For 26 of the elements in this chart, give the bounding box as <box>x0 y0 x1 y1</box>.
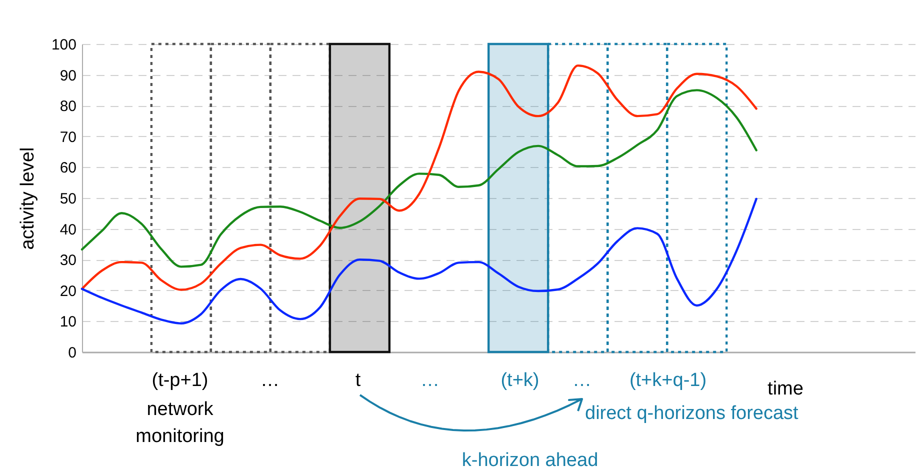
text: network monitoring <box>136 399 224 447</box>
text: … <box>420 370 440 391</box>
y-tick-label: 0 <box>68 344 76 362</box>
x-axis-title: time <box>768 378 804 400</box>
line-series <box>80 64 758 291</box>
y-tick-label: 100 <box>51 36 76 54</box>
text: (t+k+q-1) <box>629 370 707 391</box>
text: k-horizon ahead <box>462 450 598 471</box>
y-tick-label: 10 <box>60 314 76 331</box>
y-tick-label: 30 <box>60 252 76 270</box>
text: direct q-horizons forecast <box>585 403 800 424</box>
y-tick-label: 70 <box>60 128 76 146</box>
line-series <box>80 198 758 324</box>
line-series <box>80 89 758 268</box>
y-axis-title: activity level <box>17 147 38 250</box>
y-tick-label: 40 <box>60 221 76 238</box>
text: … <box>260 370 280 391</box>
text: t <box>355 370 362 391</box>
text: (t+k) <box>500 370 540 391</box>
y-tick-label: 60 <box>60 160 76 177</box>
y-tick-label: 80 <box>60 98 76 116</box>
text: (t-p+1) <box>152 370 208 391</box>
text: … <box>572 370 592 391</box>
y-tick-label: 20 <box>60 282 76 300</box>
y-tick-label: 90 <box>60 67 76 84</box>
y-tick-label: 50 <box>60 190 76 208</box>
